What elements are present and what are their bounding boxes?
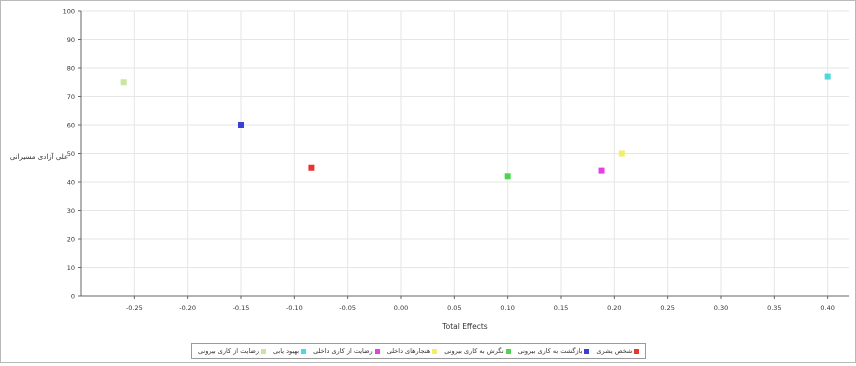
legend-swatch bbox=[584, 348, 590, 354]
legend-swatch bbox=[505, 348, 511, 354]
legend-item: رضایت از کاری داخلی bbox=[313, 347, 380, 355]
data-point bbox=[598, 167, 605, 174]
y-tick-label: 70 bbox=[67, 93, 75, 101]
x-tick-label: 0.30 bbox=[714, 304, 728, 312]
legend-swatch bbox=[301, 348, 307, 354]
data-point bbox=[618, 150, 625, 157]
legend-swatch bbox=[261, 348, 266, 354]
x-axis-label: Total Effects bbox=[441, 322, 487, 331]
legend-swatch bbox=[432, 348, 438, 354]
x-tick-label: -0.20 bbox=[179, 304, 196, 312]
x-tick-label: 0.25 bbox=[660, 304, 674, 312]
data-point bbox=[120, 79, 127, 86]
legend-item: شخص یشری bbox=[596, 347, 640, 355]
legend-label: شخص یشری bbox=[596, 347, 633, 355]
y-tick-label: 50 bbox=[67, 150, 75, 158]
y-tick-label: 100 bbox=[63, 8, 75, 16]
data-point bbox=[308, 164, 315, 171]
y-axis-label: علی آزادی مسیرانی bbox=[10, 152, 68, 161]
x-tick-label: 0.00 bbox=[394, 304, 408, 312]
legend-swatch bbox=[374, 348, 380, 354]
y-tick-label: 60 bbox=[67, 122, 75, 130]
x-tick-label: -0.25 bbox=[126, 304, 143, 312]
legend-label: رضایت از کاری بیرونی bbox=[198, 347, 259, 355]
legend-label: هنجارهای داخلی bbox=[386, 347, 431, 355]
data-point bbox=[824, 73, 831, 80]
y-tick-label: 80 bbox=[67, 65, 75, 73]
legend-item: بهبود یابی bbox=[273, 347, 307, 355]
legend-item: بازگشت به کاری بیرونی bbox=[518, 347, 590, 355]
data-point bbox=[504, 173, 511, 180]
x-axis-ticks: -0.25 -0.20 -0.15 -0.10 -0.05 0.00 0.05 0.10 0.1… bbox=[126, 296, 835, 312]
data-points bbox=[120, 73, 831, 180]
legend-item: رضایت از کاری بیرونی bbox=[198, 347, 266, 355]
legend-label: نگرش به کاری بیرونی bbox=[444, 347, 504, 355]
legend-item: هنجارهای داخلی bbox=[387, 347, 438, 355]
y-tick-label: 0 bbox=[71, 293, 75, 301]
x-tick-label: 0.10 bbox=[500, 304, 514, 312]
grid-lines bbox=[81, 10, 849, 297]
legend-item: نگرش به کاری بیرونی bbox=[444, 347, 511, 355]
x-tick-label: 0.35 bbox=[767, 304, 781, 312]
x-tick-label: 0.40 bbox=[820, 304, 834, 312]
y-tick-label: 20 bbox=[67, 236, 75, 244]
y-tick-label: 30 bbox=[67, 207, 75, 215]
legend-swatch bbox=[634, 348, 640, 354]
y-tick-label: 10 bbox=[67, 264, 75, 272]
legend-label: رضایت از کاری داخلی bbox=[313, 347, 373, 355]
legend-label: بازگشت به کاری بیرونی bbox=[517, 347, 583, 355]
x-tick-label: -0.05 bbox=[339, 304, 356, 312]
x-tick-label: 0.05 bbox=[447, 304, 461, 312]
data-point bbox=[238, 122, 244, 128]
y-tick-label: 40 bbox=[67, 179, 75, 187]
x-tick-label: -0.10 bbox=[286, 304, 303, 312]
y-axis-ticks: 0 10 20 30 40 50 60 70 80 90 100 bbox=[63, 8, 81, 301]
legend: شخص یشری بازگشت به کاری بیرونی نگرش به کار… bbox=[191, 343, 647, 359]
legend-label: بهبود یابی bbox=[273, 347, 300, 355]
x-tick-label: 0.15 bbox=[554, 304, 568, 312]
x-tick-label: -0.15 bbox=[233, 304, 250, 312]
x-tick-label: 0.20 bbox=[607, 304, 621, 312]
y-tick-label: 90 bbox=[67, 36, 75, 44]
